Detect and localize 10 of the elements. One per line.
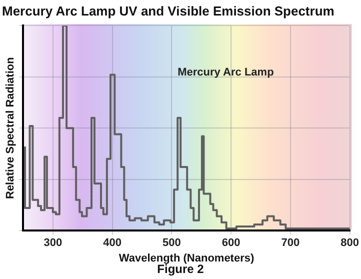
x-tick-label: 300	[44, 237, 62, 250]
x-tick-label: 700	[281, 237, 300, 250]
y-axis-title: Relative Spectral Radiation	[4, 56, 17, 200]
x-tick-label: 400	[103, 237, 122, 250]
text: Mercury Arc Lamp	[178, 66, 274, 79]
x-tick-label: 600	[222, 237, 240, 250]
x-tick-label: 500	[162, 237, 181, 250]
x-tick-label: 800	[340, 237, 360, 250]
x-axis-title: Wavelength (Nanometers)	[118, 252, 254, 264]
chart-title: Mercury Arc Lamp UV and Visible Emission Spectrum	[2, 3, 334, 18]
